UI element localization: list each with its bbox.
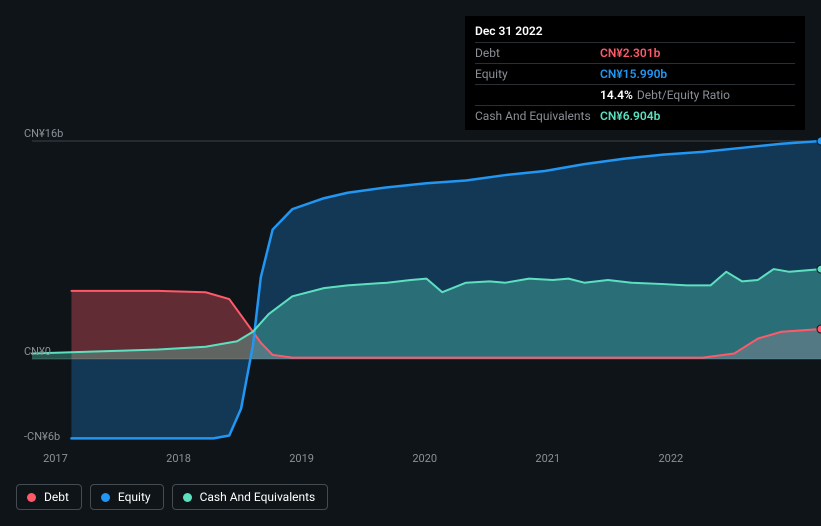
tooltip-label bbox=[475, 88, 600, 102]
legend-item-equity[interactable]: Equity bbox=[90, 484, 164, 510]
y-axis-tick-label: CN¥16b bbox=[24, 127, 63, 140]
tooltip-row: EquityCN¥15.990b bbox=[475, 63, 795, 84]
tooltip-label: Debt bbox=[475, 46, 600, 60]
tooltip-date: Dec 31 2022 bbox=[475, 22, 795, 42]
x-axis-tick-label: 2019 bbox=[289, 452, 314, 465]
tooltip-value: CN¥15.990b bbox=[600, 67, 667, 81]
x-axis-tick-label: 2017 bbox=[43, 452, 68, 465]
debt-color-dot-icon bbox=[27, 493, 36, 502]
chart-tooltip: Dec 31 2022 DebtCN¥2.301bEquityCN¥15.990… bbox=[465, 16, 805, 130]
x-axis-tick-label: 2022 bbox=[658, 452, 683, 465]
tooltip-sublabel: Debt/Equity Ratio bbox=[637, 88, 730, 102]
x-axis-tick-label: 2021 bbox=[535, 452, 560, 465]
legend-item-debt[interactable]: Debt bbox=[16, 484, 82, 510]
x-axis-tick-label: 2018 bbox=[166, 452, 191, 465]
legend-label: Cash And Equivalents bbox=[200, 490, 316, 504]
x-axis-tick-label: 2020 bbox=[412, 452, 437, 465]
tooltip-value: CN¥6.904b bbox=[600, 109, 660, 123]
chart-legend: Debt Equity Cash And Equivalents bbox=[16, 484, 328, 510]
tooltip-row: 14.4%Debt/Equity Ratio bbox=[475, 84, 795, 105]
y-axis-tick-label: -CN¥6b bbox=[24, 430, 60, 443]
tooltip-value: 14.4%Debt/Equity Ratio bbox=[600, 88, 730, 102]
legend-label: Debt bbox=[44, 490, 69, 504]
cash-color-dot-icon bbox=[183, 493, 192, 502]
legend-item-cash[interactable]: Cash And Equivalents bbox=[172, 484, 329, 510]
tooltip-value: CN¥2.301b bbox=[600, 46, 660, 60]
tooltip-row: Cash And EquivalentsCN¥6.904b bbox=[475, 105, 795, 126]
tooltip-row: DebtCN¥2.301b bbox=[475, 42, 795, 63]
equity-color-dot-icon bbox=[101, 493, 110, 502]
y-axis-tick-label: CN¥0 bbox=[24, 345, 51, 358]
legend-label: Equity bbox=[118, 490, 151, 504]
tooltip-label: Equity bbox=[475, 67, 600, 81]
tooltip-label: Cash And Equivalents bbox=[475, 109, 600, 123]
